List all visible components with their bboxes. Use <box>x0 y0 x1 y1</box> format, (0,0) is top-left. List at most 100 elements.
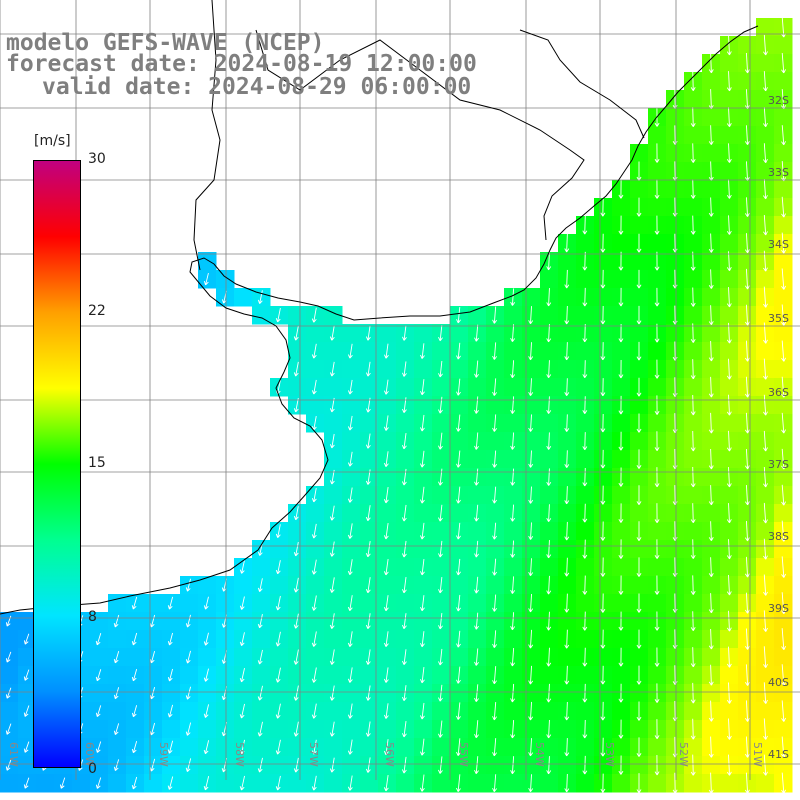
wind-cell <box>252 774 271 793</box>
wind-arrow <box>708 305 714 326</box>
wind-arrow <box>329 433 335 449</box>
wind-cell <box>540 738 559 757</box>
wind-cell <box>558 468 577 487</box>
wind-arrow <box>239 632 245 647</box>
wind-cell <box>198 756 217 775</box>
wind-cell <box>306 360 325 379</box>
wind-arrow <box>167 596 174 610</box>
longitude-label: 54W <box>533 742 546 767</box>
wind-cell <box>270 756 289 775</box>
wind-cell <box>270 720 289 739</box>
wind-arrow <box>636 773 642 794</box>
wind-arrow <box>726 754 732 776</box>
wind-cell <box>702 396 721 415</box>
wind-arrow <box>528 378 534 396</box>
wind-cell <box>594 396 613 415</box>
wind-arrow <box>654 754 660 776</box>
wind-cell <box>738 360 757 379</box>
wind-arrow <box>690 287 696 307</box>
wind-cell <box>486 324 505 343</box>
wind-arrow <box>474 756 479 775</box>
wind-arrow <box>582 539 588 559</box>
wind-arrow <box>528 629 534 649</box>
wind-arrow <box>582 215 588 235</box>
colorbar <box>33 160 81 768</box>
wind-arrow <box>781 340 787 362</box>
wind-arrow <box>690 682 696 704</box>
wind-arrow <box>401 685 407 702</box>
colorbar-unit-label: [m/s] <box>34 133 71 149</box>
wind-arrow <box>582 467 588 487</box>
wind-cell <box>342 576 361 595</box>
wind-cell <box>180 630 199 649</box>
wind-arrow <box>564 450 570 468</box>
wind-cell <box>684 378 703 397</box>
wind-cell <box>378 684 397 703</box>
wind-cell <box>594 252 613 271</box>
wind-arrow <box>311 523 317 539</box>
wind-cell <box>720 378 739 397</box>
wind-arrow <box>600 773 606 793</box>
wind-cell <box>252 558 271 577</box>
wind-arrow <box>185 614 191 628</box>
wind-cell <box>378 396 397 415</box>
wind-cell <box>504 594 523 613</box>
wind-cell <box>630 648 649 667</box>
wind-cell <box>486 576 505 595</box>
wind-arrow <box>510 324 516 342</box>
wind-arrow <box>203 596 209 610</box>
wind-cell <box>252 594 271 613</box>
wind-cell <box>720 90 739 109</box>
wind-arrow <box>492 666 497 685</box>
lat-lon-grid: 32S 33S 34S 35S 36S 37S 38S 39S 40S 41S 61W 60W 59W 5… <box>0 0 800 780</box>
wind-cell <box>486 432 505 451</box>
wind-cell <box>684 306 703 325</box>
wind-arrow <box>636 449 642 469</box>
wind-cell <box>738 756 757 775</box>
wind-cell <box>756 234 775 253</box>
wind-cell <box>666 720 685 739</box>
wind-arrow <box>438 468 443 486</box>
wind-arrow <box>95 741 102 753</box>
wind-cell <box>684 522 703 541</box>
wind-cell <box>756 522 775 541</box>
wind-arrow <box>383 631 389 647</box>
wind-arrow <box>726 575 732 596</box>
wind-arrow <box>744 304 750 326</box>
wind-arrow <box>311 559 317 575</box>
wind-cell <box>450 324 469 343</box>
wind-arrow <box>600 485 606 505</box>
wind-cell <box>702 288 721 307</box>
wind-arrow <box>618 431 624 451</box>
wind-cell <box>306 324 325 343</box>
wind-arrow <box>726 682 732 704</box>
wind-arrow <box>383 595 389 612</box>
wind-arrow <box>347 703 353 719</box>
wind-arrow <box>781 53 786 74</box>
wind-cell <box>414 468 433 487</box>
wind-cell <box>378 324 397 343</box>
wind-cell <box>306 612 325 631</box>
wind-arrow <box>763 358 768 380</box>
wind-cell <box>432 558 451 577</box>
wind-arrow <box>726 646 732 668</box>
wind-arrow <box>600 737 606 757</box>
wind-cell <box>540 630 559 649</box>
wind-arrow <box>618 287 624 307</box>
wind-arrow <box>546 432 552 450</box>
wind-cell <box>594 540 613 559</box>
wind-cell <box>684 234 703 253</box>
wind-cell <box>396 414 415 433</box>
wind-arrow <box>528 414 534 432</box>
wind-cell <box>702 180 721 199</box>
wind-arrow <box>185 650 191 664</box>
wind-cell <box>360 774 379 793</box>
wind-arrow <box>636 377 642 397</box>
wind-cell <box>450 360 469 379</box>
wind-cell <box>648 630 667 649</box>
wind-arrow <box>726 35 732 56</box>
wind-cell <box>270 576 289 595</box>
wind-arrow <box>763 394 768 416</box>
wind-cell <box>558 396 577 415</box>
wind-cell <box>198 648 217 667</box>
